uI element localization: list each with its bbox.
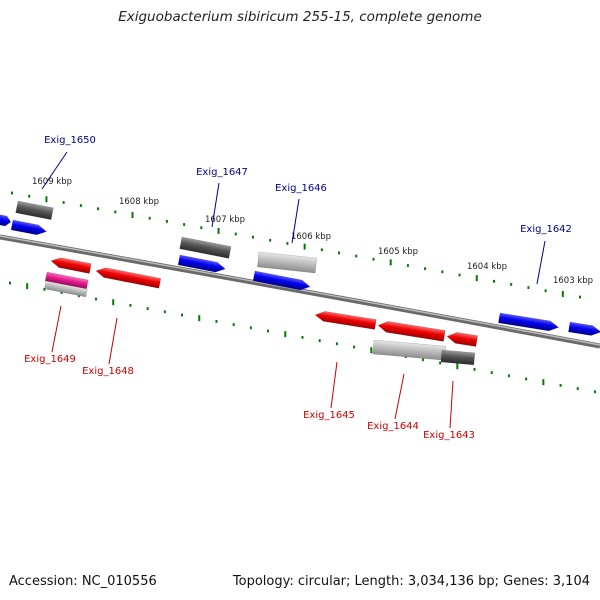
kbp-tick-label: 1607 kbp: [205, 215, 245, 225]
kbp-tick-label: 1605 kbp: [378, 247, 418, 257]
reverse-gene-arrow[interactable]: [95, 266, 162, 289]
kbp-tick-label: 1604 kbp: [467, 262, 507, 272]
genome-summary-text: Topology: circular; Length: 3,034,136 bp…: [232, 574, 590, 589]
gene-label-reverse[interactable]: Exig_1643: [423, 430, 475, 441]
kbp-tick-label: 1609 kbp: [32, 177, 72, 187]
reverse-gene-arrow[interactable]: [446, 331, 478, 347]
gene-label-forward[interactable]: Exig_1646: [275, 183, 327, 194]
gene-leader-line: [108, 317, 118, 365]
gene-leader-line: [536, 240, 546, 285]
gene-feature-box[interactable]: [372, 339, 446, 361]
gene-feature-box[interactable]: [44, 271, 89, 290]
gene-feature-box[interactable]: [44, 280, 88, 298]
forward-gene-arrow[interactable]: [568, 321, 600, 337]
forward-gene-arrow[interactable]: [498, 312, 559, 332]
kbp-tick-label: 1606 kbp: [291, 232, 331, 242]
reverse-gene-arrow[interactable]: [50, 256, 92, 274]
gene-feature-box[interactable]: [179, 236, 232, 259]
kbp-tick-label: 1603 kbp: [553, 276, 593, 286]
genome-backbone: [0, 234, 600, 349]
genome-title: Exiguobacterium sibiricum 255-15, comple…: [118, 9, 482, 25]
gene-feature-box[interactable]: [440, 349, 476, 366]
gene-feature-box[interactable]: [15, 200, 54, 220]
accession-text: Accession: NC_010556: [9, 574, 157, 589]
reverse-gene-arrow[interactable]: [314, 310, 377, 330]
gene-feature-box[interactable]: [257, 251, 317, 274]
gene-label-reverse[interactable]: Exig_1649: [24, 354, 76, 365]
gene-label-forward[interactable]: Exig_1650: [44, 135, 96, 146]
forward-gene-arrow[interactable]: [10, 219, 47, 236]
gene-label-reverse[interactable]: Exig_1644: [367, 421, 419, 432]
gene-label-reverse[interactable]: Exig_1648: [82, 366, 134, 377]
gene-label-forward[interactable]: Exig_1647: [196, 167, 248, 178]
gene-leader-line: [394, 373, 405, 420]
gene-leader-line: [449, 380, 454, 429]
forward-gene-arrow[interactable]: [252, 270, 311, 292]
forward-gene-arrow[interactable]: [177, 254, 226, 274]
gene-leader-line: [211, 182, 220, 228]
kbp-tick-label: 1608 kbp: [119, 197, 159, 207]
gene-label-reverse[interactable]: Exig_1645: [303, 410, 355, 421]
forward-gene-arrow[interactable]: [0, 213, 12, 227]
gene-leader-line: [291, 198, 300, 244]
reverse-gene-arrow[interactable]: [377, 320, 446, 342]
gene-label-forward[interactable]: Exig_1642: [520, 224, 572, 235]
gene-leader-line: [330, 361, 338, 409]
gene-leader-line: [41, 151, 68, 190]
gene-leader-line: [51, 305, 62, 353]
